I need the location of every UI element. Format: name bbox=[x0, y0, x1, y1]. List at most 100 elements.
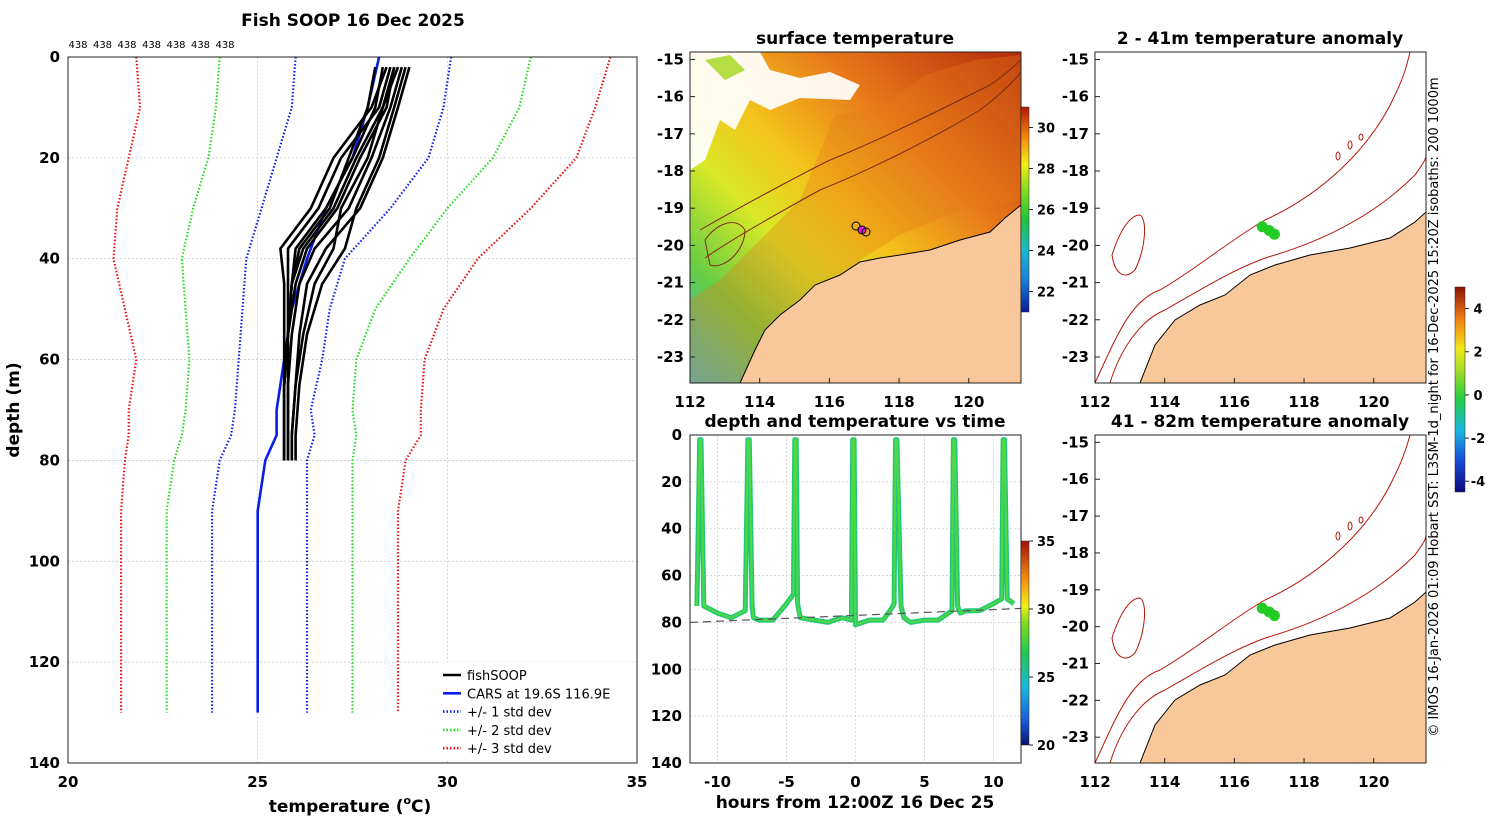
anomaly-1-map bbox=[1095, 52, 1426, 383]
colorbar-tick-label: 20 bbox=[1037, 739, 1055, 754]
profile-y-tick-label: 120 bbox=[29, 653, 60, 671]
colorbar-tick-label: 24 bbox=[1037, 245, 1055, 260]
sst-colorbar-ticks: 22 24 26 28 30 bbox=[1029, 122, 1055, 301]
profile-count-label: 438 bbox=[142, 40, 161, 51]
std-dev-line bbox=[351, 56, 532, 713]
lat-tick-label: -21 bbox=[1062, 274, 1089, 292]
anomaly-2-isobath-200 bbox=[1109, 534, 1426, 763]
timeseries-x-tick-label: 0 bbox=[850, 773, 860, 791]
profile-count-label: 438 bbox=[166, 40, 185, 51]
profile-y-ticks: 0 20 40 60 80 100 120 140 bbox=[29, 48, 60, 772]
anomaly-2-land bbox=[1139, 591, 1426, 763]
profile-y-tick-label: 40 bbox=[39, 250, 60, 268]
anomaly-1-land bbox=[1139, 211, 1426, 383]
sst-cloud-mask bbox=[690, 52, 860, 170]
lat-tick-label: -23 bbox=[1062, 728, 1089, 746]
lon-tick-label: 118 bbox=[883, 393, 914, 411]
anomaly-colorbar bbox=[1454, 286, 1466, 493]
profile-title: Fish SOOP 16 Dec 2025 bbox=[241, 11, 465, 31]
profile-y-tick-label: 100 bbox=[29, 552, 60, 570]
lat-tick-label: -21 bbox=[1062, 654, 1089, 672]
timeseries-panel: depth and temperature vs time 0 20 40 60 80 1… bbox=[651, 412, 1055, 813]
sst-isobath-1000 bbox=[699, 59, 1021, 231]
timeseries-x-axis-label: hours from 12:00Z 16 Dec 25 bbox=[716, 793, 995, 813]
std-dev-line bbox=[305, 56, 453, 713]
profile-counts: 438 438 438 438 438 438 438 bbox=[68, 40, 234, 51]
profile-y-tick-label: 60 bbox=[39, 351, 60, 369]
lon-tick-label: 120 bbox=[953, 393, 984, 411]
colorbar-tick-label: 35 bbox=[1037, 535, 1055, 550]
lon-tick-label: 112 bbox=[674, 393, 705, 411]
timeseries-colorbar-ticks: 20 25 30 35 bbox=[1029, 535, 1055, 754]
lat-tick-label: -15 bbox=[1062, 433, 1089, 451]
lon-tick-label: 120 bbox=[1358, 393, 1389, 411]
fishsoop-profile-line bbox=[290, 66, 400, 461]
anomaly-1-points bbox=[1256, 221, 1280, 240]
profile-x-axis-label: temperature (oC) bbox=[269, 794, 432, 817]
lat-tick-label: -19 bbox=[1062, 581, 1089, 599]
lon-tick-label: 114 bbox=[1149, 773, 1180, 791]
lat-tick-label: -20 bbox=[657, 236, 684, 254]
profile-y-tick-label: 0 bbox=[50, 48, 60, 66]
lon-tick-label: 112 bbox=[1079, 393, 1110, 411]
colorbar-tick-label: 30 bbox=[1037, 603, 1055, 618]
colorbar-tick-label: 4 bbox=[1473, 303, 1482, 318]
colorbar-tick-label: 2 bbox=[1473, 346, 1482, 361]
timeseries-y-tick-label: 60 bbox=[661, 567, 682, 585]
profile-legend: fishSOOP CARS at 19.6S 116.9E +/- 1 std de… bbox=[438, 662, 633, 759]
profile-x-tick-label: 35 bbox=[627, 773, 648, 791]
lat-tick-label: -20 bbox=[1062, 618, 1089, 636]
profile-y-tick-label: 20 bbox=[39, 149, 60, 167]
profile-count-label: 438 bbox=[68, 40, 87, 51]
timeseries-y-tick-label: 100 bbox=[651, 660, 682, 678]
sst-title: surface temperature bbox=[756, 29, 954, 49]
lon-tick-label: 114 bbox=[1149, 393, 1180, 411]
timeseries-trace bbox=[690, 437, 1021, 628]
sst-map-panel: surface temperature -15 -16 -17 -18 -19 -20 -2… bbox=[657, 29, 1055, 411]
timeseries-y-tick-label: 120 bbox=[651, 707, 682, 725]
profile-count-label: 438 bbox=[215, 40, 234, 51]
profile-y-axis-label: depth (m) bbox=[4, 362, 24, 457]
profile-panel: Fish SOOP 16 Dec 2025 438 438 438 438 438 438… bbox=[4, 11, 647, 817]
timeseries-y-tick-label: 0 bbox=[672, 426, 682, 444]
lat-tick-label: -16 bbox=[1062, 88, 1089, 106]
lon-tick-label: 118 bbox=[1288, 773, 1319, 791]
fishsoop-profile-line bbox=[294, 66, 407, 461]
anomaly-1-isobath-200 bbox=[1109, 154, 1426, 383]
sst-lat-ticks: -15 -16 -17 -18 -19 -20 -21 -22 -23 bbox=[657, 50, 695, 366]
timeseries-title: depth and temperature vs time bbox=[705, 412, 1006, 432]
colorbar-tick-label: -4 bbox=[1471, 475, 1485, 490]
profile-count-label: 438 bbox=[191, 40, 210, 51]
lon-tick-label: 116 bbox=[1219, 773, 1250, 791]
lon-tick-label: 112 bbox=[1079, 773, 1110, 791]
anomaly-1-title: 2 - 41m temperature anomaly bbox=[1117, 29, 1403, 49]
lon-tick-label: 116 bbox=[814, 393, 845, 411]
lat-tick-label: -23 bbox=[657, 348, 684, 366]
colorbar-tick-label: 0 bbox=[1473, 389, 1482, 404]
lat-tick-label: -22 bbox=[657, 311, 684, 329]
legend-label: +/- 3 std dev bbox=[467, 742, 552, 757]
sst-field bbox=[690, 52, 1021, 383]
profile-axes-frame bbox=[67, 56, 638, 764]
sst-land bbox=[739, 204, 1021, 383]
lat-tick-label: -22 bbox=[1062, 311, 1089, 329]
sst-vessel-track bbox=[851, 221, 871, 237]
profile-legend-box bbox=[438, 662, 633, 759]
lat-tick-label: -17 bbox=[1062, 125, 1089, 143]
timeseries-x-tick-label: -5 bbox=[778, 773, 795, 791]
lat-tick-label: -19 bbox=[657, 199, 684, 217]
anomaly-2-map bbox=[1095, 435, 1426, 763]
lat-tick-label: -17 bbox=[657, 125, 684, 143]
profile-x-tick-label: 30 bbox=[437, 773, 458, 791]
lat-tick-label: -18 bbox=[1062, 544, 1089, 562]
lon-tick-label: 114 bbox=[744, 393, 775, 411]
lat-tick-label: -16 bbox=[657, 88, 684, 106]
timeseries-y-tick-label: 40 bbox=[661, 520, 682, 538]
anomaly-colorbar-ticks: 4 2 0 -2 -4 bbox=[1465, 303, 1485, 490]
anomaly-point bbox=[1268, 228, 1280, 240]
colorbar-tick-label: 30 bbox=[1037, 122, 1055, 137]
lat-tick-label: -20 bbox=[1062, 236, 1089, 254]
lon-tick-label: 116 bbox=[1219, 393, 1250, 411]
fishsoop-profile-line bbox=[286, 66, 392, 461]
